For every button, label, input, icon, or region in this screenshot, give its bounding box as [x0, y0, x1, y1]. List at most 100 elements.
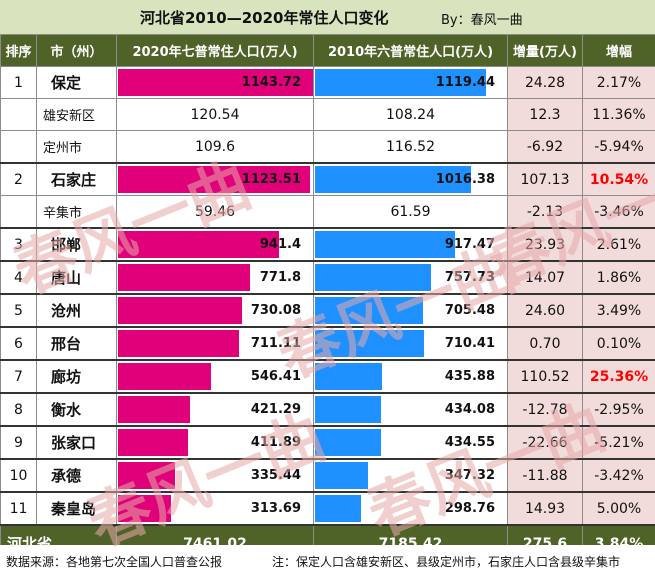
col-growth: 增幅: [582, 34, 655, 67]
pop2010-label: 705.48: [444, 303, 495, 318]
pop2010-cell: 434.55: [313, 425, 508, 460]
pop2010-cell: 917.47: [313, 227, 508, 262]
pop2020-label: 421.29: [250, 402, 301, 417]
pop2010-cell: 434.08: [313, 392, 508, 427]
footer: 数据来源：各地第七次全国人口普查公报 注：保定人口含雄安新区、县级定州市，石家庄…: [0, 545, 655, 577]
table-row: 6 邢台 711.11 710.41 0.70 0.10%: [0, 326, 655, 361]
pop2010-label: 116.52: [386, 138, 435, 155]
rank-cell: 2: [0, 162, 37, 196]
bar-2020: [118, 264, 250, 291]
pop2010-cell: 705.48: [313, 293, 508, 328]
growth-cell: -2.95%: [582, 392, 655, 427]
bar-2010: [315, 264, 431, 291]
table-row: 8 衡水 421.29 434.08 -12.78 -2.95%: [0, 392, 655, 427]
col-pop2010: 2010年六普常住人口(万人): [313, 34, 508, 67]
city-cell: 承德: [36, 458, 117, 493]
bar-2010: [315, 495, 361, 522]
rank-cell: 7: [0, 359, 37, 394]
rank-cell: 4: [0, 260, 37, 295]
growth-cell: 0.10%: [582, 326, 655, 361]
pop2010-label: 61.59: [390, 203, 431, 220]
table-row: 10 承德 335.44 347.32 -11.88 -3.42%: [0, 458, 655, 493]
bar-2020: [118, 166, 310, 193]
bar-2010: [315, 330, 424, 357]
pop2020-label: 546.41: [250, 369, 301, 384]
pop2020-cell: 1123.51: [116, 162, 314, 196]
growth-cell: -5.94%: [582, 130, 655, 164]
bar-2010: [315, 396, 381, 423]
data-source: 数据来源：各地第七次全国人口普查公报: [6, 555, 223, 569]
pop2010-label: 1016.38: [435, 172, 495, 187]
growth-cell: -5.21%: [582, 425, 655, 460]
city-cell: 廊坊: [36, 359, 117, 394]
sub-row: 辛集市 59.46 61.59 -2.13 -3.46%: [0, 195, 655, 229]
pop2010-cell: 757.73: [313, 260, 508, 295]
increase-cell: 23.93: [507, 227, 583, 262]
pop2020-label: 109.6: [194, 138, 236, 155]
increase-cell: -2.13: [507, 195, 583, 229]
rank-cell: 3: [0, 227, 37, 262]
sub-row: 雄安新区 120.54 108.24 12.3 11.36%: [0, 98, 655, 131]
bar-2020: [118, 462, 175, 489]
increase-cell: 12.3: [507, 98, 583, 131]
bar-2010: [315, 363, 382, 390]
pop2020-label: 771.8: [259, 270, 301, 285]
table-row: 3 邯郸 941.4 917.47 23.93 2.61%: [0, 227, 655, 262]
city-cell: 邯郸: [36, 227, 117, 262]
pop2020-label: 1143.72: [241, 75, 301, 90]
increase-cell: 0.70: [507, 326, 583, 361]
pop2020-cell: 546.41: [116, 359, 314, 394]
pop2020-label: 1123.51: [241, 172, 301, 187]
bar-2010: [315, 166, 471, 193]
increase-cell: -11.88: [507, 458, 583, 493]
pop2010-label: 434.55: [444, 435, 495, 450]
rank-cell: [0, 130, 37, 164]
pop2020-label: 313.69: [250, 501, 301, 516]
growth-cell: -3.42%: [582, 458, 655, 493]
pop2010-label: 435.88: [444, 369, 495, 384]
col-pop2020: 2020年七普常住人口(万人): [116, 34, 314, 67]
pop2020-cell: 730.08: [116, 293, 314, 328]
increase-cell: -6.92: [507, 130, 583, 164]
bar-2010: [315, 231, 455, 258]
rank-cell: 1: [0, 66, 37, 99]
pop2010-label: 298.76: [444, 501, 495, 516]
bar-2020: [118, 297, 242, 324]
pop2020-cell: 771.8: [116, 260, 314, 295]
pop2010-label: 710.41: [444, 336, 495, 351]
table-row: 1 保定 1143.72 1119.44 24.28 2.17%: [0, 66, 655, 99]
table-row: 4 唐山 771.8 757.73 14.07 1.86%: [0, 260, 655, 295]
pop2010-cell: 1119.44: [313, 66, 508, 99]
title-bar: 河北省2010—2020年常住人口变化 By：春风一曲: [0, 0, 655, 35]
growth-cell: 2.61%: [582, 227, 655, 262]
table-row: 9 张家口 411.89 434.55 -22.66 -5.21%: [0, 425, 655, 460]
pop2010-label: 347.32: [444, 468, 495, 483]
pop2020-label: 941.4: [259, 237, 301, 252]
footnote: 注：保定人口含雄安新区、县级定州市，石家庄人口含县级辛集市: [272, 555, 621, 569]
increase-cell: 24.28: [507, 66, 583, 99]
population-table: 排序 市（州） 2020年七普常住人口(万人) 2010年六普常住人口(万人) …: [0, 34, 655, 562]
growth-cell: 10.54%: [582, 162, 655, 196]
growth-cell: 1.86%: [582, 260, 655, 295]
bar-2020: [118, 396, 190, 423]
city-cell: 石家庄: [36, 162, 117, 196]
table-body: 1 保定 1143.72 1119.44 24.28 2.17% 雄安新区 120.54 108…: [0, 66, 655, 562]
rank-cell: [0, 195, 37, 229]
bar-2020: [118, 330, 239, 357]
table-row: 2 石家庄 1123.51 1016.38 107.13 10.54%: [0, 162, 655, 196]
pop2020-cell: 335.44: [116, 458, 314, 493]
city-cell: 雄安新区: [36, 98, 117, 131]
pop2020-cell: 59.46: [116, 195, 314, 229]
pop2020-cell: 941.4: [116, 227, 314, 262]
pop2010-label: 1119.44: [435, 75, 495, 90]
bar-2020: [118, 363, 211, 390]
pop2010-cell: 435.88: [313, 359, 508, 394]
city-cell: 邢台: [36, 326, 117, 361]
city-cell: 辛集市: [36, 195, 117, 229]
pop2010-cell: 61.59: [313, 195, 508, 229]
rank-cell: 9: [0, 425, 37, 460]
bar-2010: [315, 429, 381, 456]
bar-2020: [118, 69, 313, 96]
city-cell: 衡水: [36, 392, 117, 427]
growth-cell: 11.36%: [582, 98, 655, 131]
